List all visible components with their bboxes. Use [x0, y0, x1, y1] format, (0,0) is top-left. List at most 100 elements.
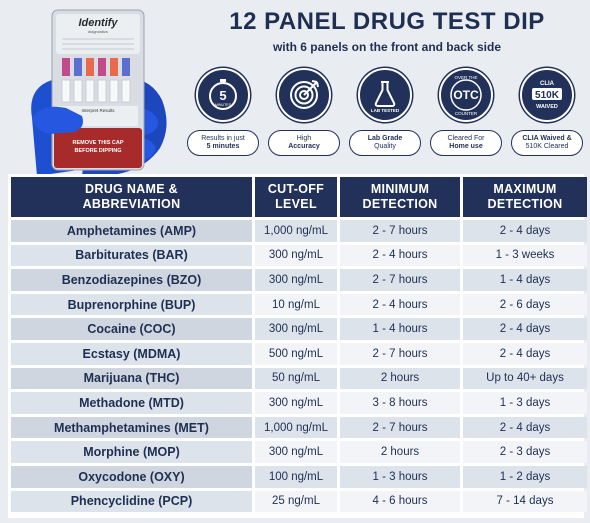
svg-text:WAIVED: WAIVED	[536, 104, 558, 110]
min-detection-cell: 2 hours	[340, 367, 460, 390]
drug-name-cell: Ecstasy (MDMA)	[11, 342, 252, 365]
cutoff-cell: 300 ng/mL	[255, 441, 337, 463]
result-windows	[61, 79, 131, 103]
drug-name-cell: Cocaine (COC)	[11, 318, 252, 340]
table-header-row: DRUG NAME & ABBREVIATION CUT-OFF LEVEL MIN…	[11, 177, 587, 217]
svg-text:BEFORE DIPPING: BEFORE DIPPING	[74, 148, 121, 154]
target-icon	[277, 68, 331, 122]
stopwatch-icon: 5 MINUTES	[196, 68, 250, 122]
headline: 12 PANEL DRUG TEST DIP with 6 panels on …	[192, 8, 582, 54]
drug-name-cell: Buprenorphine (BUP)	[11, 293, 252, 316]
svg-text:MINUTES: MINUTES	[215, 103, 232, 107]
badge-clia: CLIA 510K WAIVED CLIA Waived & 510K Clea…	[511, 68, 583, 160]
drug-name-cell: Oxycodone (OXY)	[11, 465, 252, 488]
drug-name-cell: Benzodiazepines (BZO)	[11, 269, 252, 291]
badge-caption: High Accuracy	[268, 130, 340, 156]
min-detection-cell: 1 - 3 hours	[340, 465, 460, 488]
cutoff-cell: 50 ng/mL	[255, 367, 337, 390]
table-row: Buprenorphine (BUP) 10 ng/mL 2 - 4 hours…	[11, 293, 587, 316]
max-detection-cell: 2 - 6 days	[463, 293, 587, 316]
brand-sub-text: diagnostics	[88, 29, 108, 34]
cutoff-cell: 300 ng/mL	[255, 318, 337, 340]
cutoff-cell: 300 ng/mL	[255, 392, 337, 414]
flask-icon: LAB TESTED	[358, 68, 412, 122]
product-photo: Identify diagnostics Interpret Results R…	[22, 8, 182, 176]
max-detection-cell: 2 - 4 days	[463, 318, 587, 340]
min-detection-cell: 3 - 8 hours	[340, 392, 460, 414]
column-header-min-detection: MINIMUM DETECTION	[340, 177, 460, 217]
max-detection-cell: 2 - 4 days	[463, 416, 587, 439]
badge-otc: OTC OVER THE COUNTER Cleared For Home us…	[430, 68, 502, 160]
badge-caption: Results in just 5 minutes	[187, 130, 259, 156]
column-header-cutoff: CUT-OFF LEVEL	[255, 177, 337, 217]
max-detection-cell: Up to 40+ days	[463, 367, 587, 390]
max-detection-cell: 7 - 14 days	[463, 490, 587, 513]
cutoff-cell: 1,000 ng/mL	[255, 220, 337, 242]
column-header-drug: DRUG NAME & ABBREVIATION	[11, 177, 252, 217]
table-row: Marijuana (THC) 50 ng/mL 2 hours Up to 4…	[11, 367, 587, 390]
min-detection-cell: 4 - 6 hours	[340, 490, 460, 513]
table-row: Ecstasy (MDMA) 500 ng/mL 2 - 7 hours 2 -…	[11, 342, 587, 365]
page-title: 12 PANEL DRUG TEST DIP	[229, 8, 545, 35]
min-detection-cell: 2 - 7 hours	[340, 269, 460, 291]
badge-caption: CLIA Waived & 510K Cleared	[511, 130, 583, 156]
svg-text:510K: 510K	[535, 90, 560, 101]
detection-table-wrapper: DRUG NAME & ABBREVIATION CUT-OFF LEVEL MIN…	[8, 174, 587, 518]
svg-text:LAB TESTED: LAB TESTED	[371, 108, 400, 113]
max-detection-cell: 2 - 4 days	[463, 342, 587, 365]
cutoff-cell: 10 ng/mL	[255, 293, 337, 316]
svg-text:OTC: OTC	[453, 88, 479, 102]
table-row: Methamphetamines (MET) 1,000 ng/mL 2 - 7…	[11, 416, 587, 439]
max-detection-cell: 2 - 3 days	[463, 441, 587, 463]
badge-results-time: 5 MINUTES Results in just 5 minutes	[187, 68, 259, 160]
clia-seal-icon: CLIA 510K WAIVED	[520, 68, 574, 122]
min-detection-cell: 2 - 4 hours	[340, 244, 460, 267]
max-detection-cell: 1 - 3 days	[463, 392, 587, 414]
svg-text:CLIA: CLIA	[540, 81, 555, 87]
max-detection-cell: 2 - 4 days	[463, 220, 587, 242]
min-detection-cell: 2 - 7 hours	[340, 342, 460, 365]
drug-name-cell: Methadone (MTD)	[11, 392, 252, 414]
cutoff-cell: 300 ng/mL	[255, 269, 337, 291]
drug-name-cell: Morphine (MOP)	[11, 441, 252, 463]
table-row: Phencyclidine (PCP) 25 ng/mL 4 - 6 hours…	[11, 490, 587, 513]
max-detection-cell: 1 - 4 days	[463, 269, 587, 291]
badge-caption: Cleared For Home use	[430, 130, 502, 156]
cutoff-cell: 25 ng/mL	[255, 490, 337, 513]
page-subtitle: with 6 panels on the front and back side	[272, 40, 502, 54]
dip-cap	[54, 128, 142, 168]
cutoff-cell: 500 ng/mL	[255, 342, 337, 365]
min-detection-cell: 2 - 7 hours	[340, 220, 460, 242]
drug-name-cell: Methamphetamines (MET)	[11, 416, 252, 439]
cutoff-cell: 100 ng/mL	[255, 465, 337, 488]
svg-text:COUNTER: COUNTER	[455, 111, 478, 116]
column-header-max-detection: MAXIMUM DETECTION	[463, 177, 587, 217]
min-detection-cell: 1 - 4 hours	[340, 318, 460, 340]
badge-accuracy: High Accuracy	[268, 68, 340, 160]
cutoff-cell: 1,000 ng/mL	[255, 416, 337, 439]
table-row: Barbiturates (BAR) 300 ng/mL 2 - 4 hours…	[11, 244, 587, 267]
cap-warning-text: REMOVE THIS CAP	[72, 140, 123, 146]
dip-card-illustration: Identify diagnostics Interpret Results R…	[31, 9, 167, 176]
table-row: Cocaine (COC) 300 ng/mL 1 - 4 hours 2 - …	[11, 318, 587, 340]
interpret-label: Interpret Results	[81, 108, 115, 113]
table-row: Methadone (MTD) 300 ng/mL 3 - 8 hours 1 …	[11, 392, 587, 414]
detection-table: DRUG NAME & ABBREVIATION CUT-OFF LEVEL MIN…	[8, 174, 590, 515]
drug-name-cell: Phencyclidine (PCP)	[11, 490, 252, 513]
badge-lab-tested: LAB TESTED Lab Grade Quality	[349, 68, 421, 160]
table-row: Benzodiazepines (BZO) 300 ng/mL 2 - 7 ho…	[11, 269, 587, 291]
feature-badges: 5 MINUTES Results in just 5 minutes High…	[187, 68, 583, 160]
max-detection-cell: 1 - 3 weeks	[463, 244, 587, 267]
drug-name-cell: Marijuana (THC)	[11, 367, 252, 390]
svg-text:OVER THE: OVER THE	[455, 75, 478, 80]
test-strips	[62, 58, 130, 76]
brand-logo-text: Identify	[78, 17, 118, 29]
max-detection-cell: 1 - 2 days	[463, 465, 587, 488]
table-row: Oxycodone (OXY) 100 ng/mL 1 - 3 hours 1 …	[11, 465, 587, 488]
badge-caption: Lab Grade Quality	[349, 130, 421, 156]
drug-name-cell: Barbiturates (BAR)	[11, 244, 252, 267]
cutoff-cell: 300 ng/mL	[255, 244, 337, 267]
min-detection-cell: 2 - 7 hours	[340, 416, 460, 439]
min-detection-cell: 2 hours	[340, 441, 460, 463]
svg-text:5: 5	[219, 88, 226, 103]
